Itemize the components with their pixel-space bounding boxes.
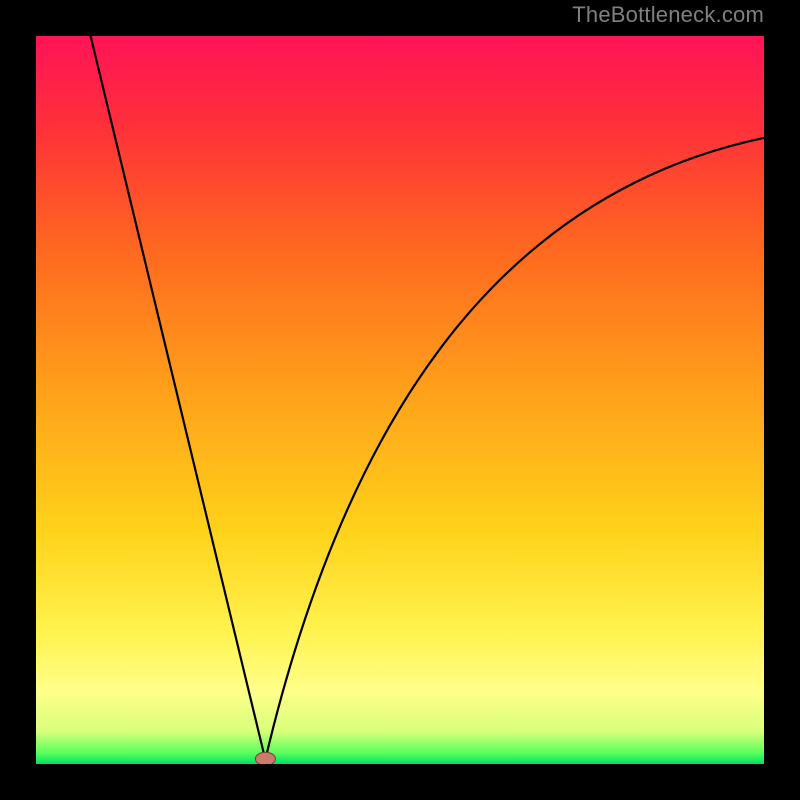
frame-bottom [0, 764, 800, 800]
bottleneck-curve [36, 36, 764, 764]
frame-left [0, 0, 36, 800]
chart-stage: TheBottleneck.com [0, 0, 800, 800]
valley-marker [255, 752, 275, 764]
frame-right [764, 0, 800, 800]
watermark-text: TheBottleneck.com [572, 2, 764, 28]
curve-path [91, 36, 764, 760]
plot-area [36, 36, 764, 764]
